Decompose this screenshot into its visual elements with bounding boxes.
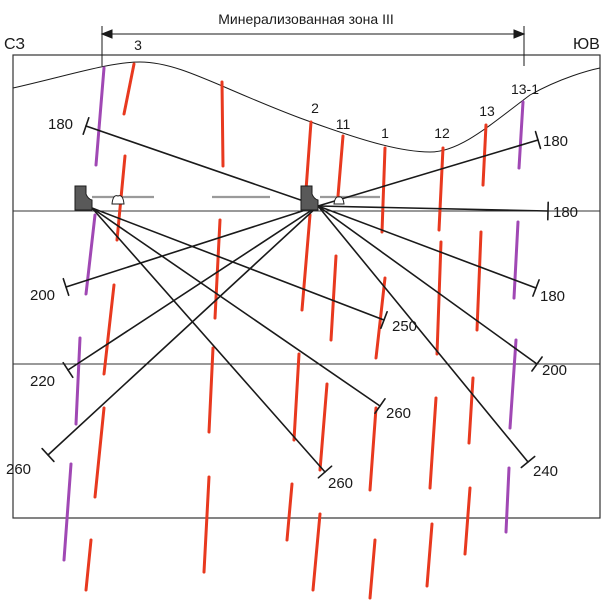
borehole — [318, 140, 538, 206]
vein — [204, 477, 209, 572]
vein — [104, 285, 114, 374]
vein — [370, 408, 376, 490]
boreholes-left-station — [92, 208, 387, 478]
borehole-label: 180 — [543, 133, 568, 150]
vein-label: 12 — [434, 125, 450, 141]
vein — [320, 384, 327, 470]
vein — [287, 484, 292, 540]
zone-extent — [102, 26, 524, 66]
vein-label: 13-1 — [511, 81, 539, 97]
vein — [95, 408, 104, 497]
borehole — [66, 206, 318, 287]
borehole-label: 260 — [386, 405, 411, 422]
borehole-label: 180 — [553, 204, 578, 221]
borehole-label: 200 — [30, 287, 55, 304]
vein — [215, 220, 220, 318]
vein — [519, 102, 523, 168]
vein — [331, 256, 336, 340]
borehole-label: 260 — [328, 475, 353, 492]
borehole-end-tick — [63, 363, 73, 378]
vein-label: 13 — [479, 103, 495, 119]
vein — [306, 122, 311, 190]
borehole — [92, 208, 380, 406]
borehole — [68, 206, 318, 370]
vein — [294, 354, 299, 440]
vein — [86, 215, 95, 294]
borehole-label: 240 — [533, 463, 558, 480]
borehole-label: 180 — [48, 116, 73, 133]
vein — [64, 464, 71, 560]
vein — [430, 398, 436, 488]
borehole-label: 200 — [542, 362, 567, 379]
vein — [124, 64, 134, 114]
vein — [338, 136, 343, 196]
vein — [382, 148, 385, 232]
corner-label-southeast: ЮВ — [573, 36, 600, 53]
vein — [510, 340, 516, 428]
zone-title: Минерализованная зона III — [218, 11, 394, 27]
vein — [465, 488, 470, 554]
vein — [76, 338, 80, 424]
borehole-label: 180 — [540, 288, 565, 305]
vein — [86, 540, 91, 590]
vein — [302, 215, 310, 310]
vein — [222, 82, 223, 166]
borehole-label: 220 — [30, 373, 55, 390]
borehole-label: 250 — [392, 318, 417, 335]
vein-label: 2 — [311, 100, 319, 116]
borehole-label: 260 — [6, 461, 31, 478]
vein-label: 1 — [381, 125, 389, 141]
vein — [209, 348, 213, 432]
vein — [370, 540, 375, 598]
vein — [437, 242, 441, 354]
corner-label-northwest: СЗ — [4, 36, 25, 53]
vein-label: 11 — [336, 116, 351, 132]
borehole — [318, 206, 548, 211]
vein — [477, 232, 481, 330]
vein — [427, 524, 432, 586]
vein — [506, 468, 509, 532]
vein — [313, 514, 320, 590]
vein — [514, 222, 518, 298]
vein — [469, 378, 473, 443]
vein — [439, 148, 443, 230]
vein-label: 3 — [134, 37, 142, 53]
borehole-end-tick — [375, 399, 385, 413]
vein — [96, 68, 104, 165]
